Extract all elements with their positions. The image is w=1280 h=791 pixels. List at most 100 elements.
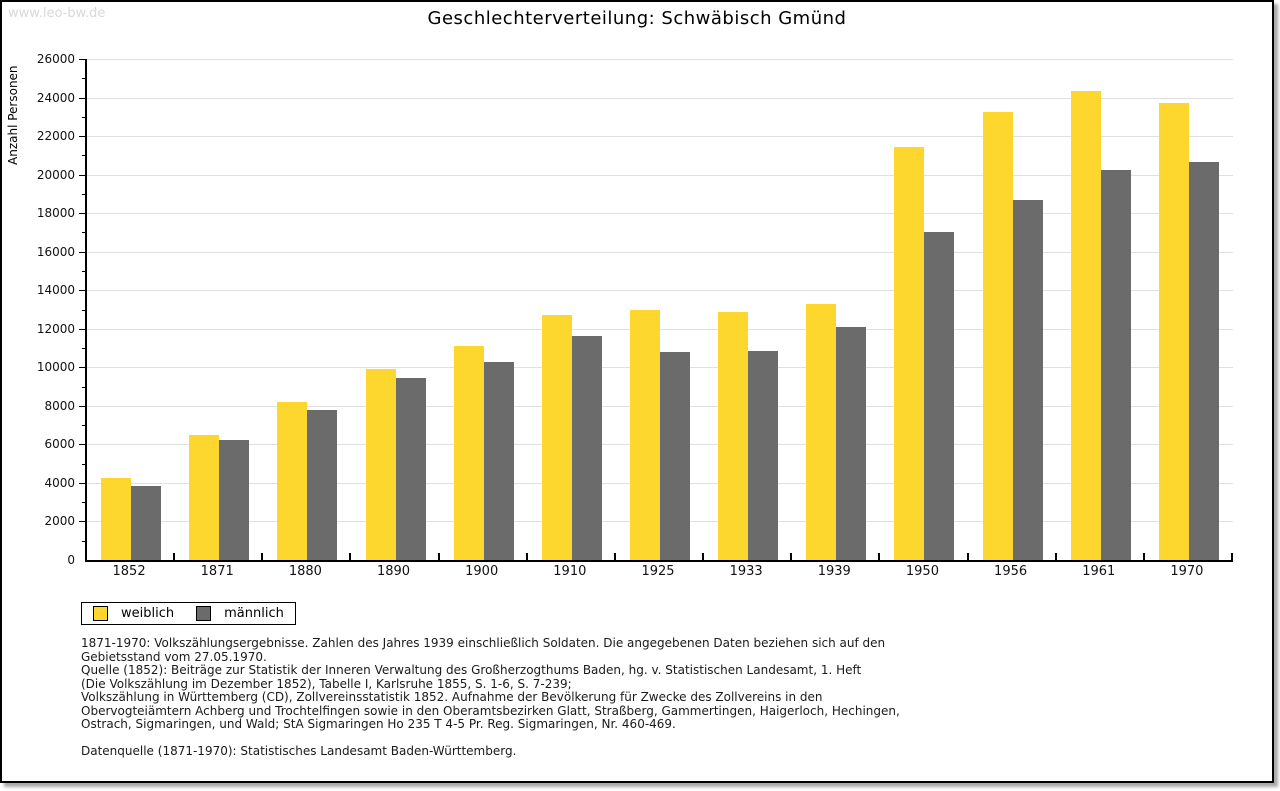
bar-männlich-1880 bbox=[307, 409, 338, 560]
y-major-tick bbox=[79, 482, 85, 484]
x-tick-label: 1933 bbox=[729, 564, 763, 579]
x-boundary-tick bbox=[525, 553, 528, 560]
y-tick-label: 18000 bbox=[36, 206, 75, 221]
x-tick-label: 1900 bbox=[465, 564, 499, 579]
gridline bbox=[87, 328, 1233, 330]
gridline bbox=[87, 213, 1233, 215]
y-axis-label: Anzahl Personen bbox=[6, 65, 20, 165]
y-major-tick bbox=[79, 59, 85, 60]
y-minor-tick bbox=[82, 155, 85, 157]
x-boundary-tick bbox=[878, 553, 881, 560]
plot-area: 0 2000 4000 6000 8000 10000 12000 14000 16000 180… bbox=[37, 52, 1233, 567]
x-boundary-tick bbox=[349, 553, 352, 560]
y-tick-label: 0 bbox=[67, 553, 75, 567]
gridline bbox=[87, 97, 1233, 99]
legend-swatch-männlich bbox=[196, 606, 212, 621]
y-minor-tick bbox=[82, 425, 85, 427]
site-watermark: www.leo-bw.de bbox=[8, 6, 106, 21]
bar-weiblich-1961 bbox=[1070, 90, 1101, 560]
y-minor-tick bbox=[82, 540, 85, 542]
bar-männlich-1933 bbox=[748, 350, 779, 560]
bar-weiblich-1880 bbox=[277, 402, 308, 560]
bar-männlich-1970 bbox=[1188, 162, 1219, 560]
y-minor-tick bbox=[82, 463, 85, 465]
y-major-tick bbox=[79, 174, 85, 176]
y-tick-label: 8000 bbox=[44, 398, 75, 413]
x-boundary-tick bbox=[613, 553, 616, 560]
x-tick-label: 1970 bbox=[1170, 564, 1204, 579]
footnote-line: Volkszählung in Württemberg (CD), Zollve… bbox=[81, 690, 823, 704]
y-minor-tick bbox=[82, 502, 85, 504]
bar-weiblich-1852 bbox=[101, 478, 132, 560]
bar-männlich-1939 bbox=[836, 326, 867, 560]
x-axis-labels: 1852 1871 1880 1890 1900 1910 1925 1933 1939 1950… bbox=[85, 564, 1231, 582]
gridline bbox=[87, 251, 1233, 253]
footnote-line: Obervogteiämtern Achberg und Trochtelfin… bbox=[81, 703, 900, 718]
bar-weiblich-1939 bbox=[806, 303, 837, 560]
bar-weiblich-1871 bbox=[189, 434, 220, 560]
bar-männlich-1956 bbox=[1012, 199, 1043, 560]
x-boundary-tick bbox=[1054, 553, 1057, 560]
x-tick-label: 1956 bbox=[994, 564, 1028, 579]
x-boundary-tick bbox=[1231, 553, 1233, 560]
y-major-tick bbox=[79, 97, 85, 99]
gridline bbox=[87, 59, 1233, 60]
bar-weiblich-1950 bbox=[894, 146, 925, 560]
gridline bbox=[87, 290, 1233, 292]
legend-item-weiblich: weiblich bbox=[93, 606, 174, 621]
y-minor-tick bbox=[82, 348, 85, 350]
x-boundary-tick bbox=[261, 553, 264, 560]
x-boundary-tick bbox=[437, 553, 440, 560]
bar-weiblich-1900 bbox=[453, 346, 484, 560]
bar-männlich-1852 bbox=[131, 485, 162, 560]
chart-title: Geschlechterverteilung: Schwäbisch Gmünd bbox=[427, 8, 847, 29]
y-minor-tick bbox=[82, 116, 85, 118]
footnote-line: (Die Volkszählung im Dezember 1852), Tab… bbox=[81, 676, 572, 691]
footnote-line: Ostrach, Sigmaringen, und Wald; StA Sigm… bbox=[81, 717, 676, 731]
bar-männlich-1890 bbox=[395, 377, 426, 560]
y-major-tick bbox=[79, 251, 85, 253]
legend: weiblich männlich bbox=[81, 602, 296, 625]
x-tick-label: 1910 bbox=[553, 564, 587, 579]
y-major-tick bbox=[79, 213, 85, 215]
bar-männlich-1900 bbox=[483, 361, 514, 560]
y-major-tick bbox=[79, 444, 85, 446]
y-major-tick bbox=[79, 290, 85, 292]
footnote-line: Quelle (1852): Beiträge zur Statistik de… bbox=[81, 663, 862, 677]
y-minor-tick bbox=[82, 386, 85, 388]
y-major-tick bbox=[79, 328, 85, 330]
gridline bbox=[87, 136, 1233, 138]
x-tick-label: 1925 bbox=[641, 564, 675, 579]
y-minor-tick bbox=[82, 193, 85, 195]
x-boundary-tick bbox=[173, 553, 176, 560]
footnote-line: 1871-1970: Volkszählungsergebnisse. Zahl… bbox=[81, 636, 886, 650]
bar-männlich-1925 bbox=[660, 351, 690, 560]
y-minor-tick bbox=[82, 232, 85, 234]
y-tick-label: 16000 bbox=[36, 244, 75, 259]
y-tick-label: 22000 bbox=[36, 129, 75, 144]
y-major-tick bbox=[79, 405, 85, 407]
x-boundary-tick bbox=[702, 553, 705, 560]
bar-weiblich-1910 bbox=[541, 315, 572, 560]
y-tick-label: 2000 bbox=[44, 514, 75, 529]
y-minor-tick bbox=[82, 78, 85, 80]
x-tick-label: 1961 bbox=[1082, 564, 1116, 579]
y-major-tick bbox=[79, 521, 85, 523]
x-boundary-tick bbox=[966, 553, 969, 560]
bar-weiblich-1956 bbox=[982, 112, 1013, 560]
x-boundary-tick bbox=[1142, 553, 1145, 560]
legend-label-weiblich: weiblich bbox=[121, 606, 175, 621]
bar-weiblich-1970 bbox=[1158, 103, 1189, 560]
y-major-tick bbox=[79, 136, 85, 138]
bar-männlich-1910 bbox=[571, 335, 602, 560]
x-tick-label: 1880 bbox=[288, 564, 322, 579]
x-tick-label: 1852 bbox=[112, 564, 146, 579]
y-tick-label: 6000 bbox=[44, 437, 75, 452]
bar-männlich-1950 bbox=[924, 232, 955, 560]
bar-weiblich-1890 bbox=[365, 369, 396, 560]
y-major-tick bbox=[79, 367, 85, 369]
y-tick-label: 10000 bbox=[36, 360, 75, 375]
y-tick-label: 12000 bbox=[36, 321, 75, 336]
bar-weiblich-1933 bbox=[718, 312, 749, 560]
